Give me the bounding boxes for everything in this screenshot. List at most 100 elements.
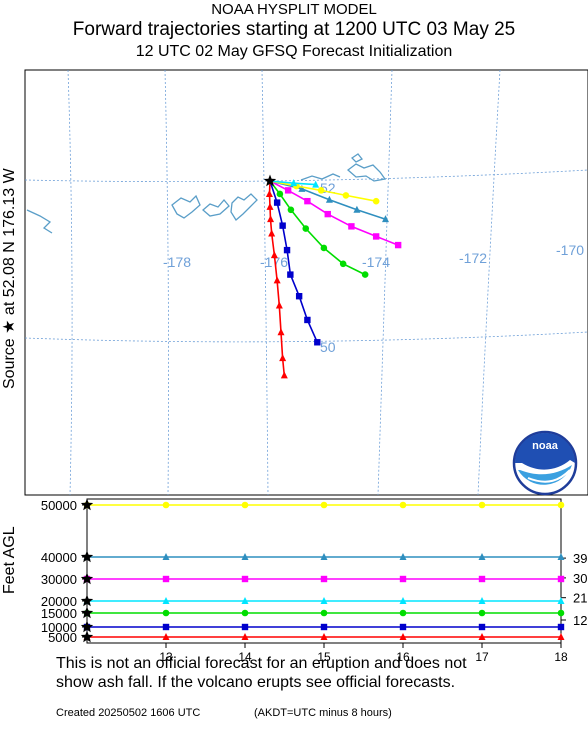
lon-label: -172	[459, 250, 487, 266]
cyan-trajectory-point	[312, 180, 320, 188]
right-tick-label: 39500	[573, 551, 588, 566]
lon-label: -170	[556, 242, 584, 258]
red-trajectory-point	[268, 229, 276, 237]
red-trajectory-point	[277, 328, 285, 336]
x-tick-label: 18	[554, 650, 568, 664]
y-tick-label: 20000	[41, 594, 77, 609]
cyan-height-point	[320, 597, 328, 604]
y-tick-label: 30000	[41, 572, 77, 587]
y-axis-label: Feet AGL	[1, 526, 18, 594]
blue-trajectory-point	[273, 199, 281, 206]
steelblue-height-point	[162, 553, 170, 560]
steelblue-height-point	[399, 553, 407, 560]
lon-label: -176	[260, 254, 288, 270]
chart-title: Forward trajectories starting at 1200 UT…	[72, 19, 516, 40]
trajectory-lines	[265, 179, 402, 379]
height-series	[80, 498, 565, 643]
magenta-height-point	[162, 575, 170, 583]
steelblue-height-point	[320, 553, 328, 560]
yellow-height-point	[557, 501, 565, 509]
red-height-point	[557, 633, 565, 640]
magenta-trajectory-point	[394, 241, 402, 249]
cyan-height-point	[162, 597, 170, 604]
start-star-icon	[80, 606, 94, 619]
green-trajectory-point	[302, 225, 310, 232]
red-trajectory-point	[267, 215, 275, 223]
red-trajectory-point	[265, 189, 273, 197]
yellow-height-point	[478, 501, 486, 509]
right-tick-label: 30500	[573, 571, 588, 586]
start-star-icon	[80, 630, 94, 643]
magenta-trajectory-point	[324, 210, 331, 218]
green-height-point	[162, 609, 170, 617]
height-frame	[86, 498, 562, 644]
green-trajectory-point	[276, 190, 284, 198]
right-tick-label: 21500	[573, 591, 588, 606]
cyan-height-point	[478, 597, 486, 604]
start-star-icon	[80, 550, 94, 563]
blue-height-point	[320, 623, 328, 631]
magenta-trajectory-point	[348, 223, 355, 230]
map-graticule	[24, 69, 588, 496]
green-height-point	[320, 609, 328, 617]
green-height-point	[241, 609, 249, 617]
yellow-trajectory-point	[342, 192, 350, 199]
magenta-height-point	[478, 575, 486, 583]
y-tick-label: 15000	[41, 606, 77, 621]
y-tick-label: 5000	[48, 630, 77, 645]
x-tick-label: 17	[475, 650, 489, 664]
cyan-trajectory-point	[290, 179, 298, 187]
x-tick-label: 15	[317, 650, 331, 664]
blue-height-point	[478, 623, 486, 631]
blue-height-point	[399, 623, 407, 631]
start-star-icon	[80, 498, 94, 511]
green-trajectory-point	[320, 244, 328, 252]
steelblue-trajectory-point	[298, 184, 306, 192]
start-star-icon	[80, 572, 94, 585]
blue-height-point	[241, 623, 249, 631]
cyan-height-point	[399, 597, 407, 604]
magenta-height-point	[320, 575, 328, 583]
red-height-point	[241, 633, 249, 640]
lon-label: -174	[362, 254, 390, 270]
red-trajectory-point	[266, 202, 274, 210]
y-tick-label: 10000	[41, 620, 77, 635]
meridian-line	[377, 69, 393, 496]
parallel-line	[24, 169, 588, 183]
steelblue-height-point	[478, 553, 486, 560]
blue-height-point	[162, 623, 170, 631]
blue-trajectory-point	[283, 246, 291, 254]
magenta-height-point	[241, 575, 249, 583]
source-location-label: Source ★ at 52.08 N 176.13 W	[1, 167, 18, 389]
yellow-height-point	[399, 501, 407, 509]
yellow-trajectory-point	[372, 197, 380, 205]
red-trajectory-point	[270, 251, 278, 259]
green-height-point	[557, 609, 565, 617]
cyan-height-point	[557, 597, 565, 604]
blue-height-point	[557, 623, 565, 631]
red-height-point	[399, 633, 407, 640]
magenta-trajectory-point	[284, 187, 292, 194]
x-tick-label: 13	[159, 650, 173, 664]
y-tick-label: 50000	[41, 498, 77, 513]
parallel-line	[24, 331, 588, 343]
blue-trajectory-point	[304, 316, 311, 324]
green-height-point	[399, 609, 407, 617]
green-trajectory-point	[361, 271, 369, 278]
yellow-height-point	[162, 501, 170, 509]
red-trajectory-point	[279, 354, 287, 362]
steelblue-trajectory-point	[325, 195, 333, 203]
source-star-shape	[263, 174, 277, 187]
x-tick-label: 14	[238, 650, 252, 664]
yellow-trajectory-point	[317, 187, 325, 194]
yellow-height-point	[241, 501, 249, 509]
steelblue-height-point	[241, 553, 249, 560]
meridian-line	[261, 69, 269, 496]
disclaimer-line-2: show ash fall. If the volcano erupts see…	[56, 674, 456, 691]
blue-trajectory-line	[269, 180, 319, 343]
meridian-line	[67, 69, 73, 496]
y-tick-label: 40000	[41, 550, 77, 565]
magenta-height-point	[399, 575, 407, 583]
green-trajectory-point	[287, 206, 295, 214]
